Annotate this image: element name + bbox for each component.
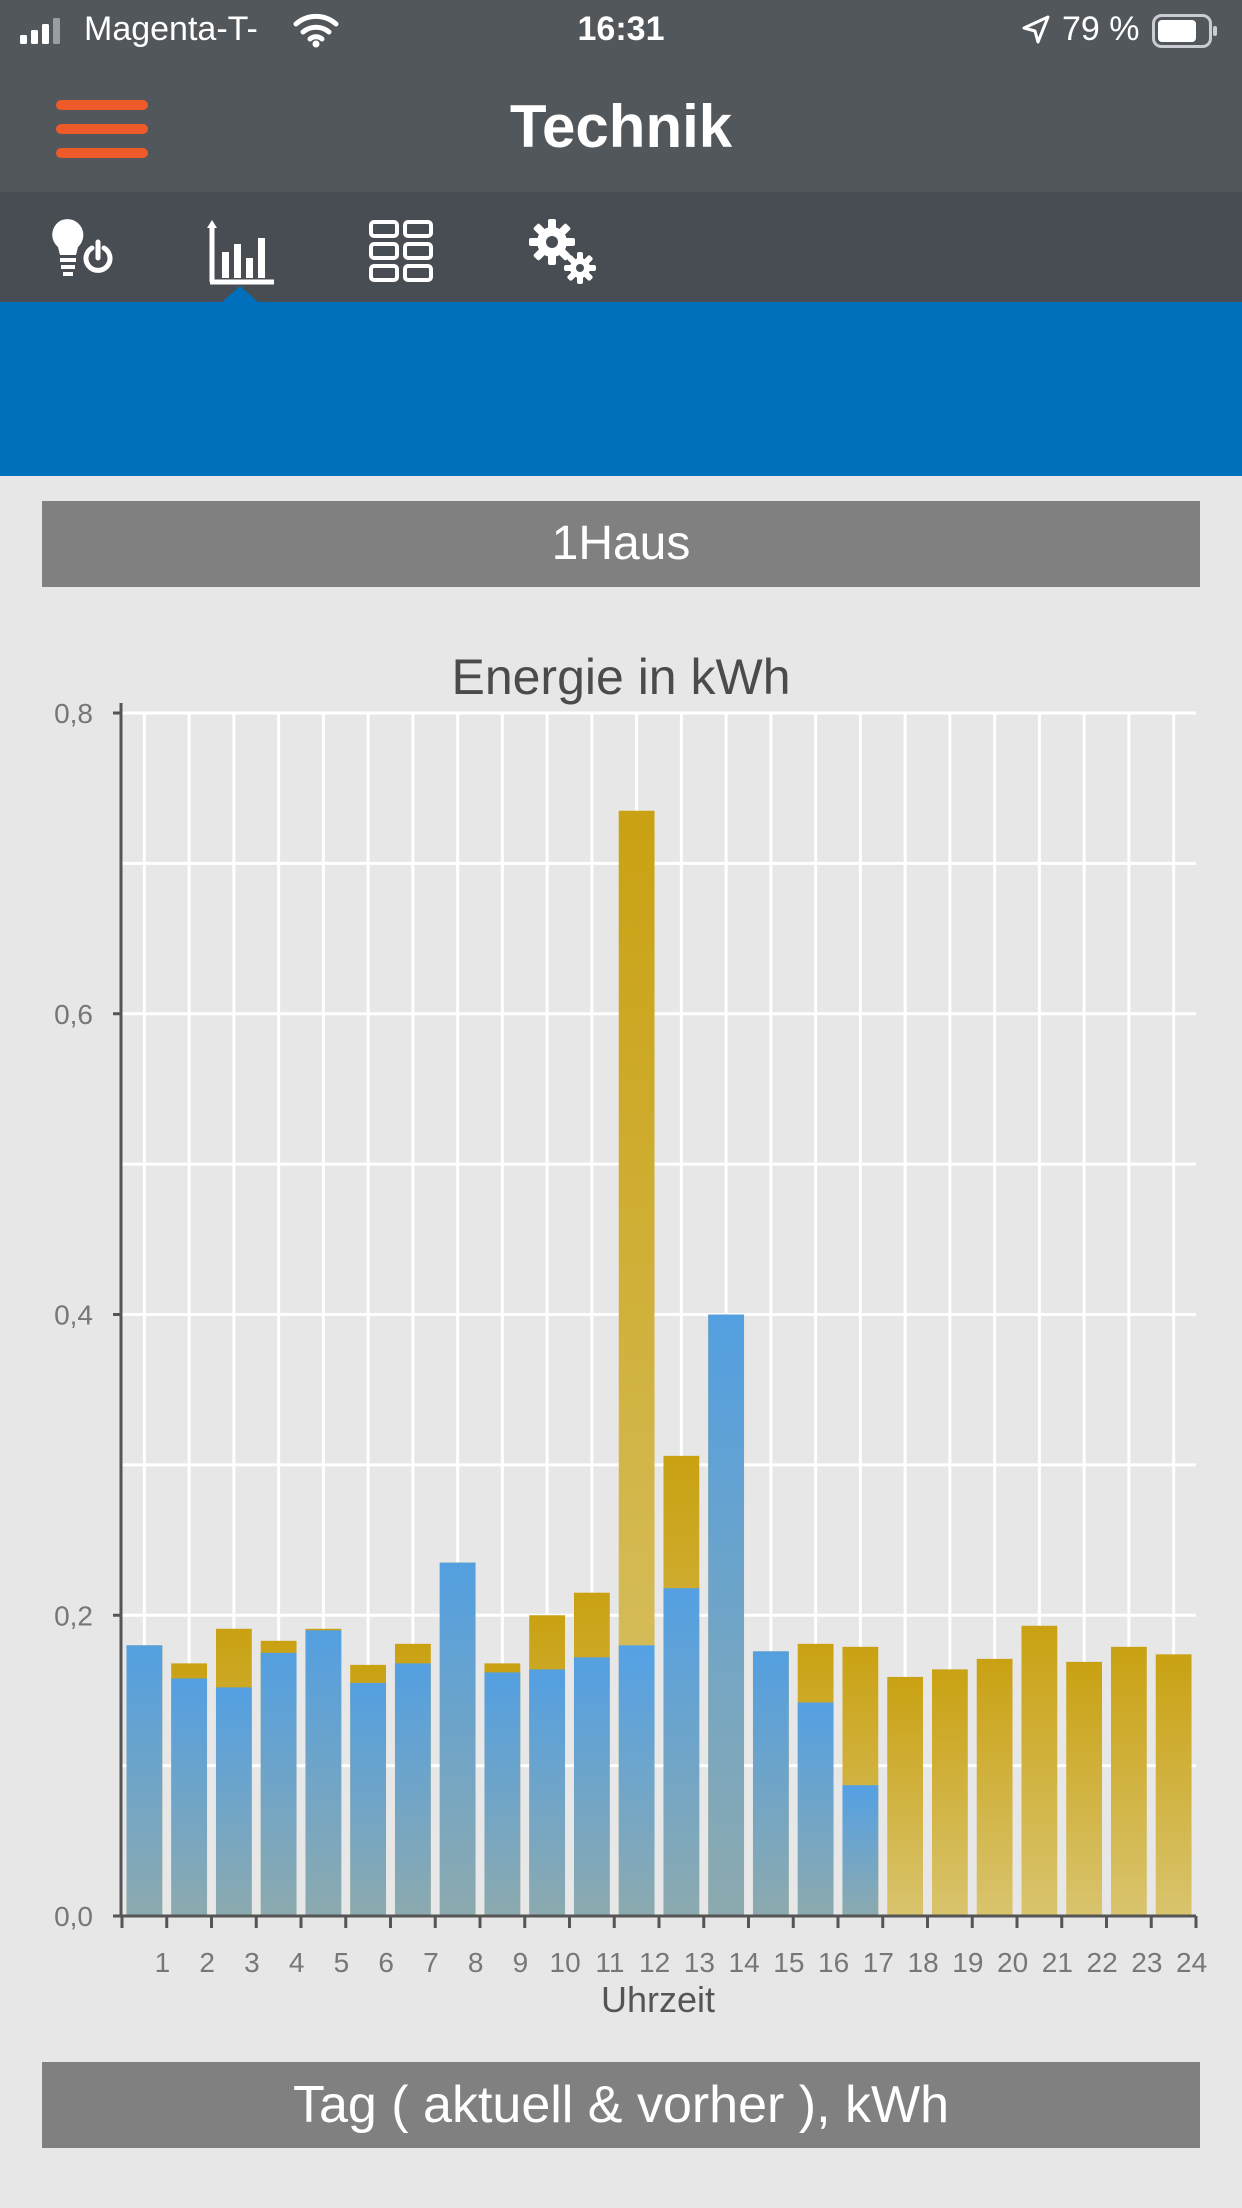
bar-chart-icon[interactable] [202, 212, 282, 292]
bar-previous [887, 1676, 924, 1916]
bar-current [618, 1645, 655, 1916]
bar-current [305, 1630, 342, 1916]
battery-icon [1152, 14, 1217, 48]
x-tick-label: 24 [1176, 1947, 1207, 1978]
x-tick-label: 6 [378, 1947, 394, 1978]
x-tick-label: 17 [863, 1947, 894, 1978]
status-bar: Magenta-T- 16:31 79 % [0, 0, 1242, 62]
bar-previous [1110, 1646, 1147, 1916]
hamburger-menu-icon[interactable] [56, 100, 152, 160]
bar-current [439, 1562, 476, 1916]
cellular-signal-icon [20, 18, 60, 44]
tab-bar [0, 194, 1242, 302]
bar-current [215, 1687, 252, 1916]
y-tick-label: 0,4 [54, 1300, 93, 1331]
bar-current [797, 1702, 834, 1916]
x-tick-label: 7 [423, 1947, 439, 1978]
period-selector-button[interactable]: Tag ( aktuell & vorher ), kWh [42, 2062, 1200, 2148]
gears-icon[interactable] [524, 212, 604, 292]
x-tick-label: 20 [997, 1947, 1028, 1978]
bar-current [842, 1785, 879, 1916]
carrier-name: Magenta-T- [84, 10, 258, 48]
location-arrow-icon [1022, 15, 1050, 44]
bar-previous [976, 1658, 1013, 1916]
x-tick-label: 5 [334, 1947, 350, 1978]
bar-current [663, 1588, 700, 1916]
bar-current [394, 1663, 431, 1916]
x-tick-label: 10 [550, 1947, 581, 1978]
x-tick-label: 11 [595, 1947, 624, 1978]
chart-title: Energie in kWh [451, 649, 791, 705]
energy-chart: 0,00,20,40,60,81 2 3 4 5 6 7 8 9 10 11 12 13 14 15 16 17… [54, 698, 1207, 2020]
bar-previous [1021, 1625, 1058, 1916]
x-tick-label: 9 [513, 1947, 529, 1978]
active-tab-indicator [222, 286, 258, 302]
y-tick-label: 0,0 [54, 1901, 93, 1932]
grid-icon[interactable] [362, 212, 442, 292]
page-title: Technik [509, 93, 733, 160]
x-tick-label: 2 [199, 1947, 215, 1978]
x-tick-label: 1 [155, 1947, 171, 1978]
bar-previous [1155, 1654, 1192, 1916]
x-tick-label: 4 [289, 1947, 305, 1978]
app-header: Technik [0, 62, 1242, 194]
x-tick-label: 12 [639, 1947, 670, 1978]
x-tick-label: 22 [1087, 1947, 1118, 1978]
bar-current [126, 1645, 163, 1916]
x-axis-label: Uhrzeit [601, 1979, 715, 2020]
y-tick-label: 0,2 [54, 1600, 93, 1631]
x-tick-label: 21 [1042, 1947, 1073, 1978]
x-tick-label: 14 [729, 1947, 760, 1978]
bar-current [484, 1672, 521, 1916]
x-tick-label: 3 [244, 1947, 260, 1978]
bar-current [529, 1669, 566, 1916]
bulb-power-icon[interactable] [40, 212, 120, 292]
x-tick-label: 8 [468, 1947, 484, 1978]
x-tick-label: 18 [908, 1947, 939, 1978]
bar-current [171, 1678, 208, 1916]
x-tick-label: 19 [952, 1947, 983, 1978]
bar-current [350, 1682, 387, 1916]
bar-current [573, 1657, 610, 1916]
battery-percentage: 79 % [1062, 10, 1140, 48]
wifi-icon [293, 13, 339, 48]
bar-previous [931, 1669, 968, 1916]
bar-previous [1066, 1661, 1103, 1916]
clock: 16:31 [577, 10, 665, 48]
location-selector-button[interactable]: 1Haus [42, 501, 1200, 587]
x-tick-label: 16 [818, 1947, 849, 1978]
bar-current [708, 1314, 745, 1916]
x-tick-label: 13 [684, 1947, 715, 1978]
y-tick-label: 0,8 [54, 698, 93, 729]
x-tick-label: 15 [773, 1947, 804, 1978]
x-tick-label: 23 [1131, 1947, 1162, 1978]
bar-current [752, 1651, 789, 1916]
blue-banner [0, 302, 1242, 476]
y-tick-label: 0,6 [54, 999, 93, 1030]
bar-current [260, 1652, 297, 1916]
